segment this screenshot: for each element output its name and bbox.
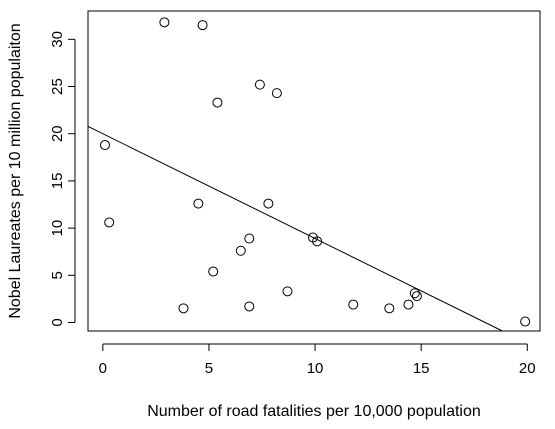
data-point: [104, 217, 115, 228]
data-point: [197, 20, 208, 31]
data-point: [193, 198, 204, 209]
trend-line: [87, 125, 503, 332]
trend-line-group: [87, 125, 503, 332]
data-point: [99, 140, 110, 151]
y-tick-label: 25: [49, 78, 66, 95]
data-point: [178, 303, 189, 314]
data-point: [254, 79, 265, 90]
x-tick-label: 15: [413, 360, 430, 377]
data-point: [348, 299, 359, 310]
data-point: [520, 316, 531, 327]
data-point: [282, 286, 293, 297]
x-tick-label: 20: [519, 360, 536, 377]
data-point: [271, 88, 282, 99]
data-point: [263, 198, 274, 209]
y-tick-label: 30: [49, 31, 66, 48]
data-point: [384, 303, 395, 314]
data-point: [244, 233, 255, 244]
data-point: [244, 301, 255, 312]
data-points: [99, 17, 531, 327]
y-tick-label: 20: [49, 125, 66, 142]
y-axis-label: Nobel Laureates per 10 million populaito…: [7, 23, 24, 318]
data-point: [411, 291, 422, 302]
plot-frame: [87, 10, 541, 332]
x-tick-label: 5: [205, 360, 213, 377]
data-point: [409, 288, 420, 299]
x-tick-label: 10: [307, 360, 324, 377]
y-tick-label: 10: [49, 220, 66, 237]
data-point: [235, 245, 246, 256]
data-point: [212, 97, 223, 108]
y-tick-label: 5: [49, 271, 66, 279]
y-tick-label: 0: [49, 318, 66, 326]
data-point: [208, 266, 219, 277]
data-point: [403, 299, 414, 310]
x-tick-label: 0: [99, 360, 107, 377]
data-point: [159, 17, 170, 28]
axes: 0 5 10 15 20 0 5 10 15 20 25 30: [49, 31, 536, 377]
y-tick-label: 15: [49, 173, 66, 190]
x-axis-label: Number of road fatalities per 10,000 pop…: [147, 403, 481, 420]
